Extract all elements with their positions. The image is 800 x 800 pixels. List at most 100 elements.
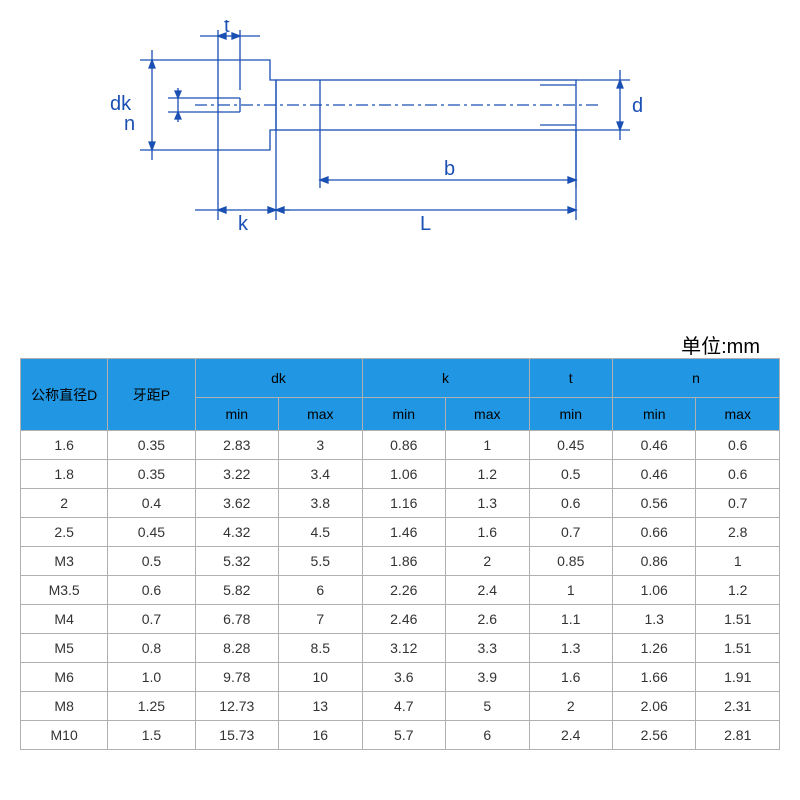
- cell: 10: [279, 663, 362, 692]
- cell: 9.78: [195, 663, 278, 692]
- table-row: M40.76.7872.462.61.11.31.51: [21, 605, 780, 634]
- table-row: M61.09.78103.63.91.61.661.91: [21, 663, 780, 692]
- cell: 3.6: [362, 663, 445, 692]
- label-L: L: [420, 213, 431, 235]
- cell: 0.66: [612, 518, 695, 547]
- cell: 12.73: [195, 692, 278, 721]
- cell: 1.3: [529, 634, 612, 663]
- label-b: b: [444, 158, 455, 180]
- cell: 1.6: [529, 663, 612, 692]
- cell: 2.4: [529, 721, 612, 750]
- cell: 1.2: [446, 460, 529, 489]
- sub-header: min: [612, 398, 695, 431]
- cell: 3.62: [195, 489, 278, 518]
- cell: 4.32: [195, 518, 278, 547]
- screw-diagram: t dk n d k L: [100, 20, 660, 240]
- cell: 1.1: [529, 605, 612, 634]
- cell: 8.5: [279, 634, 362, 663]
- cell: 6.78: [195, 605, 278, 634]
- cell: 2.56: [612, 721, 695, 750]
- col-header: 公称直径D: [21, 359, 108, 431]
- cell: 1.06: [362, 460, 445, 489]
- cell: 1.6: [21, 431, 108, 460]
- cell: 0.7: [696, 489, 780, 518]
- table-row: 1.60.352.8330.8610.450.460.6: [21, 431, 780, 460]
- cell: 1.16: [362, 489, 445, 518]
- cell: 2.46: [362, 605, 445, 634]
- cell: 0.86: [362, 431, 445, 460]
- cell: 2: [529, 692, 612, 721]
- cell: 1.91: [696, 663, 780, 692]
- cell: M6: [21, 663, 108, 692]
- cell: 1: [446, 431, 529, 460]
- cell: 0.35: [108, 431, 195, 460]
- cell: 6: [446, 721, 529, 750]
- cell: 0.7: [529, 518, 612, 547]
- table-row: M81.2512.73134.7522.062.31: [21, 692, 780, 721]
- cell: 1: [696, 547, 780, 576]
- cell: M10: [21, 721, 108, 750]
- table-row: M50.88.288.53.123.31.31.261.51: [21, 634, 780, 663]
- cell: 3.12: [362, 634, 445, 663]
- cell: 5: [446, 692, 529, 721]
- cell: 0.45: [529, 431, 612, 460]
- col-header: 牙距P: [108, 359, 195, 431]
- col-header: t: [529, 359, 612, 398]
- table-row: M3.50.65.8262.262.411.061.2: [21, 576, 780, 605]
- cell: 1.2: [696, 576, 780, 605]
- cell: 2.81: [696, 721, 780, 750]
- cell: 0.4: [108, 489, 195, 518]
- col-header: k: [362, 359, 529, 398]
- cell: 1.0: [108, 663, 195, 692]
- cell: 1.51: [696, 634, 780, 663]
- cell: 1.46: [362, 518, 445, 547]
- cell: 13: [279, 692, 362, 721]
- cell: 0.46: [612, 431, 695, 460]
- cell: 2.5: [21, 518, 108, 547]
- cell: 5.7: [362, 721, 445, 750]
- label-d: d: [632, 95, 643, 117]
- cell: 2.31: [696, 692, 780, 721]
- table-row: 20.43.623.81.161.30.60.560.7: [21, 489, 780, 518]
- cell: 2.8: [696, 518, 780, 547]
- cell: 5.82: [195, 576, 278, 605]
- table-row: M30.55.325.51.8620.850.861: [21, 547, 780, 576]
- cell: 0.35: [108, 460, 195, 489]
- sub-header: max: [446, 398, 529, 431]
- cell: 1.8: [21, 460, 108, 489]
- cell: 3.8: [279, 489, 362, 518]
- cell: 2.26: [362, 576, 445, 605]
- col-header: n: [612, 359, 779, 398]
- cell: 2.83: [195, 431, 278, 460]
- col-header: dk: [195, 359, 362, 398]
- cell: 0.45: [108, 518, 195, 547]
- cell: M4: [21, 605, 108, 634]
- cell: 1.26: [612, 634, 695, 663]
- unit-label: 单位:mm: [681, 330, 760, 359]
- cell: 0.6: [529, 489, 612, 518]
- cell: 5.32: [195, 547, 278, 576]
- cell: 6: [279, 576, 362, 605]
- label-n: n: [124, 113, 135, 135]
- cell: 1.66: [612, 663, 695, 692]
- cell: 0.86: [612, 547, 695, 576]
- cell: 0.5: [529, 460, 612, 489]
- label-dk: dk: [110, 93, 132, 115]
- cell: 2.4: [446, 576, 529, 605]
- cell: 3: [279, 431, 362, 460]
- cell: 0.46: [612, 460, 695, 489]
- cell: M8: [21, 692, 108, 721]
- cell: 0.5: [108, 547, 195, 576]
- cell: 0.8: [108, 634, 195, 663]
- cell: 8.28: [195, 634, 278, 663]
- cell: 1.06: [612, 576, 695, 605]
- cell: 4.7: [362, 692, 445, 721]
- cell: M5: [21, 634, 108, 663]
- cell: 1.25: [108, 692, 195, 721]
- label-k: k: [238, 213, 249, 235]
- cell: 2: [21, 489, 108, 518]
- cell: 1.51: [696, 605, 780, 634]
- cell: 3.9: [446, 663, 529, 692]
- cell: 0.6: [696, 460, 780, 489]
- cell: 2.6: [446, 605, 529, 634]
